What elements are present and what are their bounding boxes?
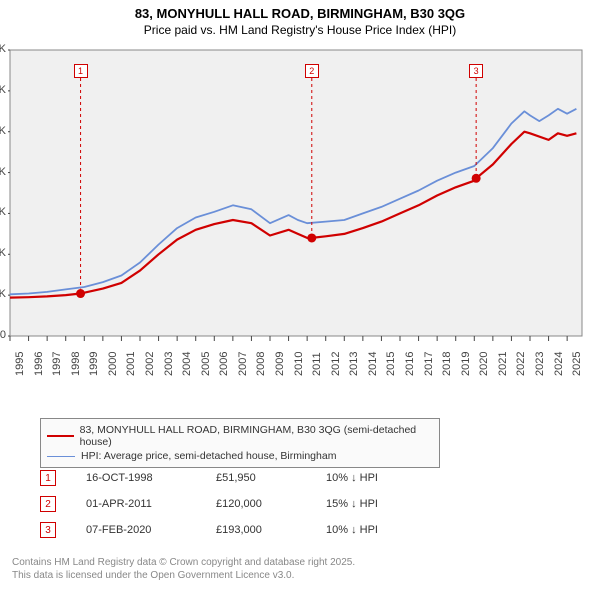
legend: 83, MONYHULL HALL ROAD, BIRMINGHAM, B30 … bbox=[40, 418, 440, 468]
table-row: 1 16-OCT-1998 £51,950 10% ↓ HPI bbox=[40, 465, 436, 491]
x-tick-label: 2006 bbox=[218, 362, 230, 376]
sale-date: 01-APR-2011 bbox=[86, 498, 216, 510]
table-row: 2 01-APR-2011 £120,000 15% ↓ HPI bbox=[40, 491, 436, 517]
chart-title-block: 83, MONYHULL HALL ROAD, BIRMINGHAM, B30 … bbox=[0, 0, 600, 38]
x-tick-label: 2002 bbox=[144, 362, 156, 376]
sale-price: £51,950 bbox=[216, 472, 326, 484]
callout-marker-1: 1 bbox=[74, 64, 88, 78]
x-tick-label: 2015 bbox=[385, 362, 397, 376]
x-tick-label: 2003 bbox=[163, 362, 175, 376]
callout-marker-3: 3 bbox=[469, 64, 483, 78]
x-tick-label: 2011 bbox=[311, 362, 323, 376]
x-tick-label: 2023 bbox=[534, 362, 546, 376]
x-tick-label: 2024 bbox=[553, 362, 565, 376]
x-tick-label: 2007 bbox=[237, 362, 249, 376]
x-tick-label: 2001 bbox=[125, 362, 137, 376]
x-tick-label: 2018 bbox=[441, 362, 453, 376]
title-line1: 83, MONYHULL HALL ROAD, BIRMINGHAM, B30 … bbox=[0, 6, 600, 23]
x-tick-label: 2021 bbox=[497, 362, 509, 376]
footer-line1: Contains HM Land Registry data © Crown c… bbox=[12, 556, 355, 569]
title-line2: Price paid vs. HM Land Registry's House … bbox=[0, 23, 600, 39]
legend-swatch-series2 bbox=[47, 456, 75, 457]
sale-marker-2: 2 bbox=[40, 496, 56, 512]
footer-line2: This data is licensed under the Open Gov… bbox=[12, 569, 355, 582]
x-tick-label: 1996 bbox=[33, 362, 45, 376]
y-tick-label: £250K bbox=[0, 125, 6, 137]
y-tick-label: £150K bbox=[0, 206, 6, 218]
y-tick-label: £0 bbox=[0, 329, 6, 341]
x-tick-label: 1998 bbox=[70, 362, 82, 376]
legend-label-series1: 83, MONYHULL HALL ROAD, BIRMINGHAM, B30 … bbox=[80, 424, 433, 448]
sale-price: £120,000 bbox=[216, 498, 326, 510]
y-tick-label: £350K bbox=[0, 43, 6, 55]
legend-label-series2: HPI: Average price, semi-detached house,… bbox=[81, 450, 336, 462]
x-tick-label: 2025 bbox=[571, 362, 583, 376]
sale-diff: 10% ↓ HPI bbox=[326, 524, 436, 536]
sale-diff: 15% ↓ HPI bbox=[326, 498, 436, 510]
table-row: 3 07-FEB-2020 £193,000 10% ↓ HPI bbox=[40, 517, 436, 543]
x-tick-label: 2000 bbox=[107, 362, 119, 376]
legend-row: 83, MONYHULL HALL ROAD, BIRMINGHAM, B30 … bbox=[47, 423, 433, 449]
x-tick-label: 2008 bbox=[255, 362, 267, 376]
x-tick-label: 2004 bbox=[181, 362, 193, 376]
callout-marker-2: 2 bbox=[305, 64, 319, 78]
y-tick-label: £50K bbox=[0, 288, 6, 300]
sale-marker-3: 3 bbox=[40, 522, 56, 538]
sale-marker-1: 1 bbox=[40, 470, 56, 486]
x-tick-label: 1995 bbox=[14, 362, 26, 376]
x-tick-label: 2005 bbox=[200, 362, 212, 376]
x-tick-label: 2013 bbox=[348, 362, 360, 376]
sales-table: 1 16-OCT-1998 £51,950 10% ↓ HPI 2 01-APR… bbox=[40, 465, 436, 543]
x-tick-label: 2019 bbox=[460, 362, 472, 376]
line-chart-svg bbox=[8, 44, 588, 394]
legend-row: HPI: Average price, semi-detached house,… bbox=[47, 449, 433, 463]
x-tick-label: 2017 bbox=[423, 362, 435, 376]
y-tick-label: £100K bbox=[0, 247, 6, 259]
sale-price: £193,000 bbox=[216, 524, 326, 536]
sale-diff: 10% ↓ HPI bbox=[326, 472, 436, 484]
x-tick-label: 1997 bbox=[51, 362, 63, 376]
x-tick-label: 2014 bbox=[367, 362, 379, 376]
footer: Contains HM Land Registry data © Crown c… bbox=[12, 556, 355, 582]
chart-area: £0£50K£100K£150K£200K£250K£300K£350K 199… bbox=[8, 44, 588, 394]
sale-date: 16-OCT-1998 bbox=[86, 472, 216, 484]
x-tick-label: 2009 bbox=[274, 362, 286, 376]
x-tick-label: 2020 bbox=[478, 362, 490, 376]
y-tick-label: £300K bbox=[0, 84, 6, 96]
legend-swatch-series1 bbox=[47, 435, 74, 437]
x-tick-label: 2012 bbox=[330, 362, 342, 376]
x-tick-label: 2010 bbox=[293, 362, 305, 376]
x-tick-label: 2016 bbox=[404, 362, 416, 376]
sale-date: 07-FEB-2020 bbox=[86, 524, 216, 536]
y-tick-label: £200K bbox=[0, 166, 6, 178]
x-tick-label: 2022 bbox=[515, 362, 527, 376]
x-tick-label: 1999 bbox=[88, 362, 100, 376]
